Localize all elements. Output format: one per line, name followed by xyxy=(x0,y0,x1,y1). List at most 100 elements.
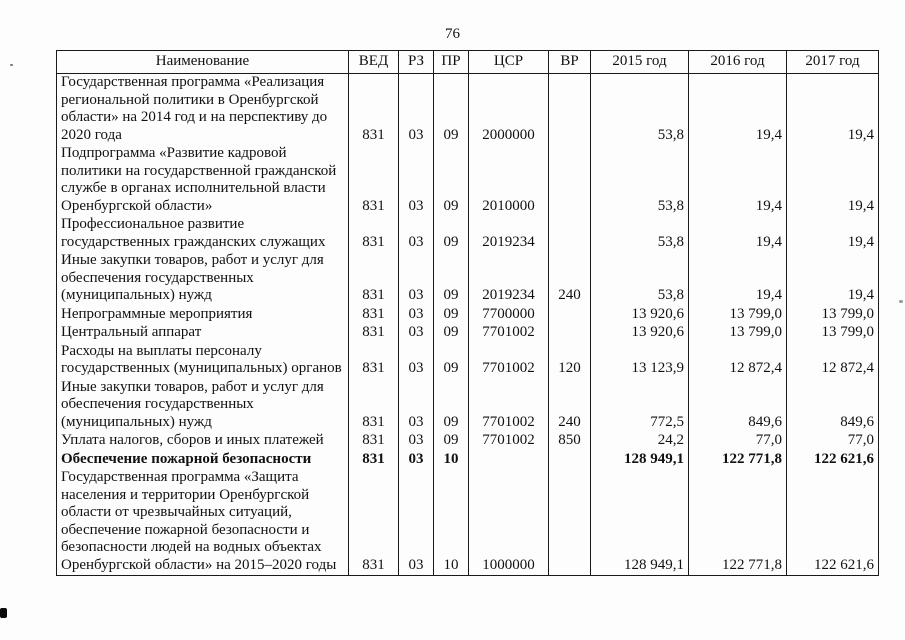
table-header: Наименование ВЕД РЗ ПР ЦСР ВР 2015 год 2… xyxy=(56,50,879,74)
column-header-2015: 2015 год xyxy=(590,50,689,74)
row-2017-cell: 19,4 xyxy=(786,216,879,252)
row-csr-cell: 2019234 xyxy=(468,216,549,252)
row-rz-cell: 03 xyxy=(398,450,434,469)
row-name-cell: Подпрограмма «Развитие кадровой политики… xyxy=(56,145,349,216)
row-csr-cell: 7701002 xyxy=(468,324,549,343)
column-header-rz: РЗ xyxy=(398,50,434,74)
row-pr-cell: 09 xyxy=(433,378,469,432)
row-rz-cell: 03 xyxy=(398,252,434,306)
row-2015-cell: 13 920,6 xyxy=(590,324,689,343)
table-row: Государственная программа «Реализация ре… xyxy=(56,73,879,145)
row-pr-cell: 10 xyxy=(433,450,469,469)
row-ved-cell: 831 xyxy=(348,73,399,145)
row-csr-cell: 2010000 xyxy=(468,145,549,216)
row-vr-cell: 120 xyxy=(548,342,591,379)
row-name-cell: Уплата налогов, сборов и иных платежей xyxy=(56,432,349,451)
table-row: Иные закупки товаров, работ и услуг для … xyxy=(56,378,879,432)
row-rz-cell: 03 xyxy=(398,216,434,252)
row-rz-cell: 03 xyxy=(398,378,434,432)
row-2016-cell: 849,6 xyxy=(688,378,787,432)
row-pr-cell: 09 xyxy=(433,324,469,343)
row-2016-cell: 12 872,4 xyxy=(688,342,787,379)
row-csr-cell xyxy=(468,450,549,469)
row-pr-cell: 09 xyxy=(433,145,469,216)
row-vr-cell xyxy=(548,216,591,252)
column-header-2017: 2017 год xyxy=(786,50,879,74)
scan-artifact xyxy=(899,300,903,303)
row-pr-cell: 10 xyxy=(433,469,469,576)
table-row: Уплата налогов, сборов и иных платежей 8… xyxy=(56,432,879,451)
row-ved-cell: 831 xyxy=(348,145,399,216)
row-2017-cell: 13 799,0 xyxy=(786,305,879,324)
row-csr-cell: 2019234 xyxy=(468,252,549,306)
row-ved-cell: 831 xyxy=(348,378,399,432)
row-ved-cell: 831 xyxy=(348,305,399,324)
row-2015-cell: 53,8 xyxy=(590,145,689,216)
row-rz-cell: 03 xyxy=(398,469,434,576)
row-name-cell: Иные закупки товаров, работ и услуг для … xyxy=(56,252,349,306)
row-vr-cell: 240 xyxy=(548,252,591,306)
table-row: Подпрограмма «Развитие кадровой политики… xyxy=(56,145,879,216)
page-number: 76 xyxy=(445,26,460,42)
row-2015-cell: 772,5 xyxy=(590,378,689,432)
table-row: Расходы на выплаты персоналу государстве… xyxy=(56,342,879,379)
row-2016-cell: 13 799,0 xyxy=(688,305,787,324)
table-body: Государственная программа «Реализация ре… xyxy=(56,73,879,576)
row-2015-cell: 53,8 xyxy=(590,216,689,252)
row-2016-cell: 122 771,8 xyxy=(688,469,787,576)
row-2017-cell: 122 621,6 xyxy=(786,450,879,469)
row-vr-cell xyxy=(548,73,591,145)
row-name-cell: Расходы на выплаты персоналу государстве… xyxy=(56,342,349,379)
row-2017-cell: 13 799,0 xyxy=(786,324,879,343)
row-2017-cell: 19,4 xyxy=(786,145,879,216)
row-2017-cell: 12 872,4 xyxy=(786,342,879,379)
row-2017-cell: 77,0 xyxy=(786,432,879,451)
row-2016-cell: 13 799,0 xyxy=(688,324,787,343)
table-row: Непрограммные мероприятия 831 03 09 7700… xyxy=(56,305,879,324)
row-ved-cell: 831 xyxy=(348,432,399,451)
row-2016-cell: 19,4 xyxy=(688,73,787,145)
row-rz-cell: 03 xyxy=(398,145,434,216)
column-header-vr: ВР xyxy=(548,50,591,74)
row-2016-cell: 19,4 xyxy=(688,216,787,252)
column-header-ved: ВЕД xyxy=(348,50,399,74)
row-2015-cell: 13 123,9 xyxy=(590,342,689,379)
row-2015-cell: 128 949,1 xyxy=(590,469,689,576)
row-2016-cell: 19,4 xyxy=(688,145,787,216)
table-row: Иные закупки товаров, работ и услуг для … xyxy=(56,252,879,306)
row-ved-cell: 831 xyxy=(348,324,399,343)
row-csr-cell: 2000000 xyxy=(468,73,549,145)
row-pr-cell: 09 xyxy=(433,432,469,451)
table-row: Центральный аппарат 831 03 09 7701002 13… xyxy=(56,324,879,343)
row-2015-cell: 53,8 xyxy=(590,73,689,145)
row-ved-cell: 831 xyxy=(348,252,399,306)
row-vr-cell: 240 xyxy=(548,378,591,432)
row-name-cell: Государственная программа «Реализация ре… xyxy=(56,73,349,145)
row-pr-cell: 09 xyxy=(433,342,469,379)
row-pr-cell: 09 xyxy=(433,73,469,145)
row-2017-cell: 19,4 xyxy=(786,73,879,145)
column-header-pr: ПР xyxy=(433,50,469,74)
row-vr-cell: 850 xyxy=(548,432,591,451)
header-row: Наименование ВЕД РЗ ПР ЦСР ВР 2015 год 2… xyxy=(56,50,879,74)
row-2017-cell: 19,4 xyxy=(786,252,879,306)
row-2017-cell: 849,6 xyxy=(786,378,879,432)
scan-artifact xyxy=(0,608,7,618)
row-vr-cell xyxy=(548,145,591,216)
row-2017-cell: 122 621,6 xyxy=(786,469,879,576)
row-rz-cell: 03 xyxy=(398,305,434,324)
column-header-csr: ЦСР xyxy=(468,50,549,74)
row-rz-cell: 03 xyxy=(398,432,434,451)
row-name-cell: Центральный аппарат xyxy=(56,324,349,343)
budget-table: Наименование ВЕД РЗ ПР ЦСР ВР 2015 год 2… xyxy=(56,50,879,576)
table-row: Обеспечение пожарной безопасности 831 03… xyxy=(56,450,879,469)
row-2016-cell: 77,0 xyxy=(688,432,787,451)
row-ved-cell: 831 xyxy=(348,450,399,469)
row-name-cell: Непрограммные мероприятия xyxy=(56,305,349,324)
row-ved-cell: 831 xyxy=(348,342,399,379)
row-rz-cell: 03 xyxy=(398,342,434,379)
row-pr-cell: 09 xyxy=(433,216,469,252)
column-header-name: Наименование xyxy=(56,50,349,74)
table-row: Государственная программа «Защита населе… xyxy=(56,469,879,576)
